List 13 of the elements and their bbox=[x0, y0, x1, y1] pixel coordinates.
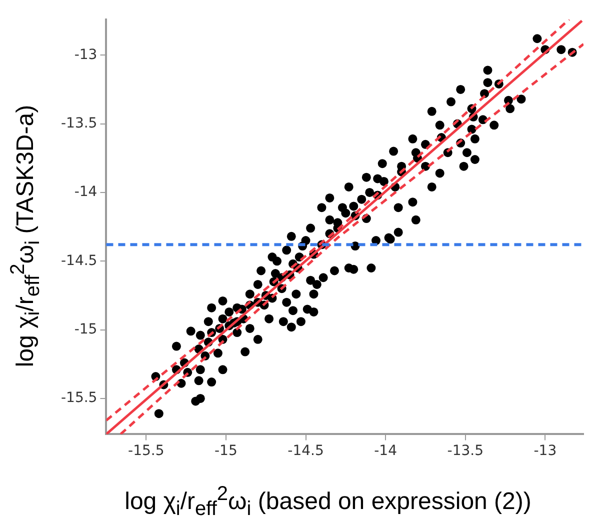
x-tick-label: -13 bbox=[534, 443, 557, 460]
y-tick-label: -15 bbox=[74, 321, 98, 338]
y-tick-label: -13.5 bbox=[60, 115, 98, 132]
x-tick-label: -15 bbox=[214, 443, 238, 460]
y-tick-label: -15.5 bbox=[60, 390, 98, 406]
x-tick-label: -14.5 bbox=[288, 443, 324, 460]
x-tick-label: -13.5 bbox=[447, 443, 484, 460]
y-tick-label: -14 bbox=[74, 184, 98, 200]
x-tick-label: -15.5 bbox=[128, 443, 164, 460]
x-tick-label: -14 bbox=[374, 443, 398, 460]
y-tick-label: -14.5 bbox=[60, 252, 98, 269]
y-tick-label: -13 bbox=[74, 46, 98, 63]
x-axis-title: log χ$_{i}$/r$_{eff}$$^{2}$ω$_{i}$ (based on expression (2)) bbox=[124, 483, 532, 521]
